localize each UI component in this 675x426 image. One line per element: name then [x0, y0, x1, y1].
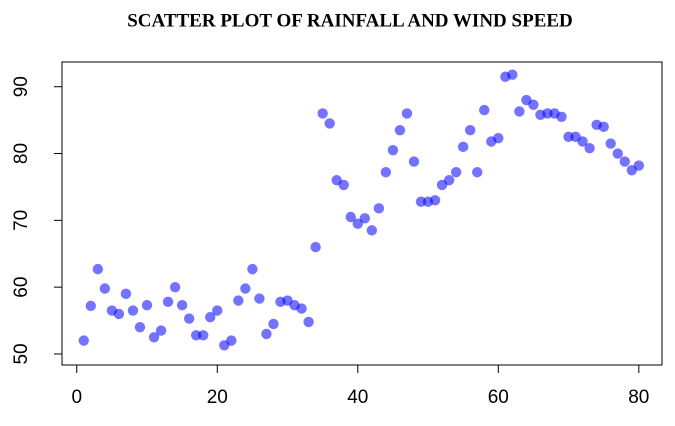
y-tick-label: 90: [11, 76, 32, 97]
point: [205, 312, 216, 323]
point: [464, 124, 476, 136]
point: [148, 332, 160, 343]
x-tick-label: 40: [347, 387, 368, 408]
point: [120, 288, 132, 300]
point: [528, 99, 539, 110]
point: [366, 225, 378, 236]
plot-frame: [61, 61, 663, 366]
point: [113, 308, 125, 320]
point: [493, 132, 504, 144]
point: [577, 136, 588, 147]
point: [240, 283, 251, 294]
point: [233, 295, 244, 306]
chart-title: SCATTER PLOT OF RAINFALL AND WIND SPEED: [127, 10, 573, 31]
y-tick-label: 70: [11, 210, 32, 231]
point: [401, 108, 413, 119]
point: [162, 296, 174, 308]
point: [169, 281, 181, 293]
point: [472, 167, 483, 178]
point: [338, 179, 349, 191]
point: [619, 156, 630, 167]
x-tick-label: 60: [488, 387, 509, 408]
point: [134, 322, 146, 333]
point: [514, 106, 525, 117]
point: [261, 328, 272, 340]
point: [127, 305, 139, 316]
point: [352, 218, 363, 229]
point: [176, 300, 188, 311]
point: [345, 211, 356, 223]
point: [387, 144, 399, 156]
point: [359, 213, 371, 224]
point: [254, 293, 265, 304]
point: [612, 148, 623, 159]
point: [85, 300, 97, 312]
point: [450, 167, 462, 178]
point: [183, 313, 195, 324]
point: [268, 318, 279, 330]
y-tick-label: 80: [11, 143, 32, 164]
point: [507, 69, 518, 80]
y-tick-label: 50: [11, 343, 32, 364]
point: [584, 142, 595, 154]
point: [310, 241, 321, 253]
point: [380, 167, 392, 178]
point: [303, 316, 314, 328]
point: [198, 330, 209, 341]
point: [633, 160, 645, 171]
point: [92, 263, 104, 275]
point: [394, 124, 406, 136]
point: [429, 195, 441, 206]
x-tick-label: 0: [71, 387, 82, 408]
point: [457, 141, 469, 153]
point: [373, 203, 385, 214]
point: [443, 175, 455, 186]
point: [324, 118, 335, 129]
x-tick-label: 20: [207, 387, 228, 408]
point: [212, 305, 223, 316]
point: [408, 156, 420, 167]
point: [99, 283, 111, 294]
point: [605, 138, 616, 149]
x-tick-label: 80: [628, 387, 649, 408]
point: [155, 325, 167, 336]
point: [556, 111, 567, 122]
point: [296, 303, 307, 314]
point: [226, 335, 237, 346]
point: [78, 335, 89, 346]
point: [247, 263, 258, 275]
point: [479, 104, 490, 116]
y-tick-label: 60: [11, 277, 32, 298]
point: [598, 121, 609, 133]
point: [141, 300, 153, 311]
point: [317, 108, 328, 119]
